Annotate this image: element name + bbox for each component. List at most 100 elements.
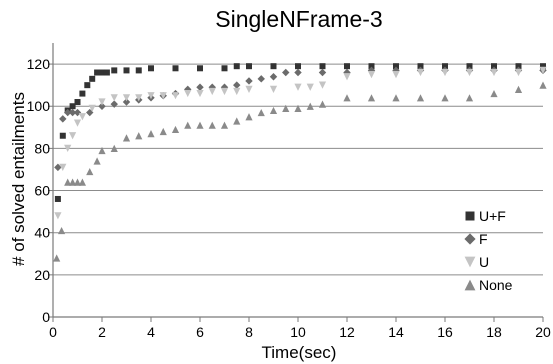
data-point-u-f [221,65,228,72]
legend-label-u-f: U+F [479,208,506,224]
data-point-u [110,94,118,102]
legend-label-none: None [479,277,513,293]
data-point-none [208,121,216,129]
data-point-u-f [491,63,497,70]
data-point-u [147,92,155,100]
data-point-none [78,178,86,186]
data-point-u-f [111,67,118,74]
legend-marker-none [464,279,476,291]
data-point-u [69,132,77,140]
x-tick-label: 18 [486,324,502,340]
data-point-none [64,178,72,186]
data-point-u-f [515,63,522,70]
data-point-f [54,163,62,172]
data-point-f [68,108,77,117]
x-tick-label: 6 [196,324,204,340]
y-tick-label: 0 [42,309,50,325]
data-point-none [93,157,101,165]
data-point-f [122,98,131,106]
data-point-f [269,73,278,81]
data-point-u [245,85,253,93]
legend-marker-f [464,233,476,245]
data-point-u-f [172,65,179,72]
data-point-none [171,125,180,134]
data-point-u [441,68,449,77]
y-tick-label: 40 [34,225,50,241]
data-point-u [514,68,523,77]
x-tick-label: 0 [49,324,57,340]
data-point-none [110,144,118,152]
data-point-u [269,85,278,93]
data-point-none [294,104,302,112]
data-point-f [294,68,302,77]
x-tick-label: 8 [245,324,253,340]
data-point-none [53,254,61,262]
data-point-u-f [99,69,105,76]
y-tick-label: 80 [34,140,50,156]
data-point-u [59,163,67,171]
data-point-none [465,94,474,102]
data-point-f [110,100,118,108]
data-point-f [233,81,241,89]
data-point-u-f [135,67,142,74]
data-point-u [208,87,216,96]
data-point-none [490,89,498,98]
y-axis-label: # of solved entailments [9,92,28,266]
legend-label-u: U [479,254,489,270]
data-point-u-f [59,132,66,139]
data-point-u-f [103,69,110,76]
data-point-u [98,98,106,106]
tick-layer: 0 20 40 60 80 100 120 0 2 4 6 8 10 12 14 16 18 20 [27,56,551,340]
data-point-f [59,115,67,123]
data-point-u [318,81,327,89]
data-point-f [318,68,327,77]
data-point-u [343,73,351,81]
data-point-none [196,121,204,129]
data-point-u [294,83,302,91]
data-point-u-f [319,63,326,70]
data-point-none [73,178,82,186]
x-tick-label: 16 [437,324,453,340]
data-point-f [196,83,204,91]
data-point-u [233,87,241,96]
data-point-u-f [540,63,546,70]
data-point-u [135,94,143,102]
data-point-u [54,212,62,220]
y-tick-label: 120 [27,56,51,72]
data-point-f [98,102,106,110]
data-point-none [184,121,192,129]
data-point-u [465,68,474,77]
data-point-none [269,106,278,115]
marks-layer [53,63,547,262]
data-point-u [392,71,400,79]
legend-marker-u-f [465,211,475,221]
data-point-f [73,108,82,117]
x-tick-label: 10 [290,324,306,340]
data-point-none [233,117,241,125]
data-point-f [257,75,265,83]
data-point-u-f [94,69,101,76]
data-point-f [282,68,290,77]
data-point-u-f [89,75,96,82]
data-point-none [306,102,314,110]
data-point-none [318,100,327,108]
data-point-none [86,167,94,176]
data-point-u-f [270,63,277,70]
data-point-u [184,89,192,98]
data-point-none [98,146,106,155]
data-point-u-f [295,63,301,70]
data-point-u [306,83,314,91]
data-point-u-f [246,63,252,70]
data-point-u-f [368,63,375,70]
data-point-u [367,71,376,79]
data-point-none [257,108,265,117]
data-point-u-f [197,65,203,72]
data-point-u-f [74,99,81,106]
data-point-u-f [54,195,61,202]
x-tick-label: 4 [147,324,155,340]
data-point-none [69,178,77,186]
data-point-u [416,68,425,77]
data-point-none [343,94,351,102]
